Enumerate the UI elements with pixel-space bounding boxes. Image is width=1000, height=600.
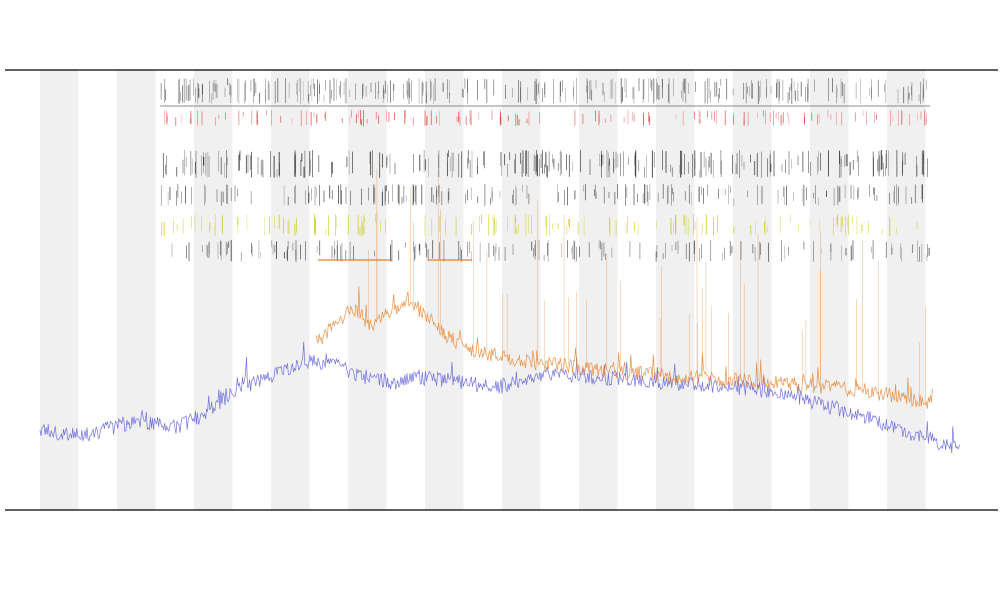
band [887, 70, 926, 510]
band [579, 70, 618, 510]
band [733, 70, 772, 510]
band [810, 70, 849, 510]
band [348, 70, 387, 510]
series-line [39, 341, 961, 454]
band [425, 70, 464, 510]
band [502, 70, 541, 510]
background-bands [40, 70, 926, 510]
series-lines [39, 169, 961, 454]
band [194, 70, 233, 510]
band [117, 70, 156, 510]
band [271, 70, 310, 510]
band [656, 70, 695, 510]
band [40, 70, 79, 510]
marker-rows [160, 78, 930, 262]
series-line [315, 286, 933, 409]
